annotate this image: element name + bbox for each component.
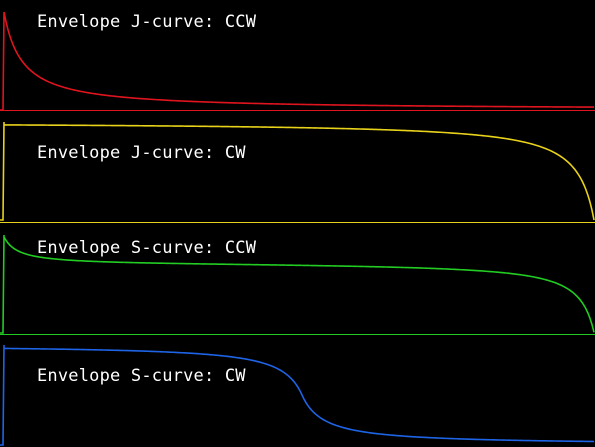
panel-label-s-cw: Envelope S-curve: CW xyxy=(37,366,246,386)
envelope-curve-line xyxy=(0,344,595,446)
panel-label-j-ccw: Envelope J-curve: CCW xyxy=(37,12,257,32)
envelope-curve-j-cw xyxy=(0,121,595,223)
panel-label-s-ccw: Envelope S-curve: CCW xyxy=(37,238,257,258)
envelope-panel-j-ccw: Envelope J-curve: CCW xyxy=(0,0,595,112)
envelope-panel-s-cw: Envelope S-curve: CW xyxy=(0,335,595,447)
envelope-curve-s-ccw xyxy=(0,234,595,335)
envelope-curve-line xyxy=(0,121,595,221)
envelope-curve-line xyxy=(0,234,595,334)
envelope-panel-s-ccw: Envelope S-curve: CCW xyxy=(0,223,595,335)
envelope-curve-line xyxy=(0,11,595,111)
envelope-panel-j-cw: Envelope J-curve: CW xyxy=(0,112,595,223)
panel-label-j-cw: Envelope J-curve: CW xyxy=(37,143,246,163)
envelope-curve-j-ccw xyxy=(0,11,595,111)
envelope-curve-s-cw xyxy=(0,344,595,446)
